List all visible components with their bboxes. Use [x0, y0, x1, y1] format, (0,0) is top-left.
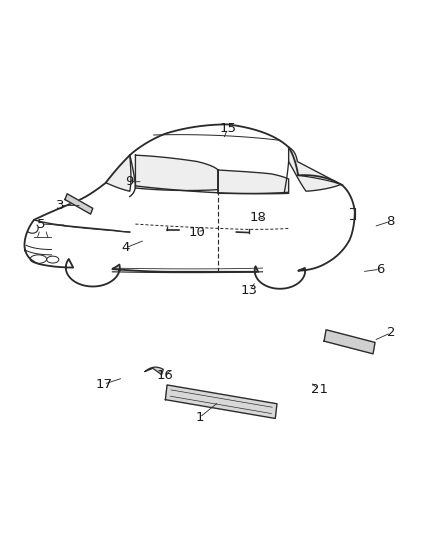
Polygon shape [145, 367, 163, 375]
Polygon shape [289, 147, 341, 191]
Text: 18: 18 [250, 211, 267, 224]
Text: 16: 16 [156, 369, 173, 382]
Text: 2: 2 [387, 326, 395, 340]
Text: 17: 17 [95, 378, 112, 391]
Polygon shape [324, 330, 375, 354]
Text: 13: 13 [241, 284, 258, 297]
Polygon shape [25, 124, 355, 289]
Text: 8: 8 [386, 215, 394, 228]
Text: 9: 9 [126, 175, 134, 188]
Text: 1: 1 [195, 411, 204, 424]
Polygon shape [166, 385, 277, 418]
Polygon shape [218, 170, 289, 193]
Text: 15: 15 [219, 122, 236, 135]
Text: 6: 6 [376, 263, 384, 276]
Text: 21: 21 [311, 383, 328, 396]
Text: 3: 3 [56, 199, 64, 212]
Polygon shape [135, 155, 218, 190]
Text: 10: 10 [189, 225, 206, 239]
Polygon shape [106, 155, 131, 191]
Text: 4: 4 [121, 241, 130, 254]
Polygon shape [65, 194, 93, 214]
Text: 5: 5 [37, 217, 46, 231]
